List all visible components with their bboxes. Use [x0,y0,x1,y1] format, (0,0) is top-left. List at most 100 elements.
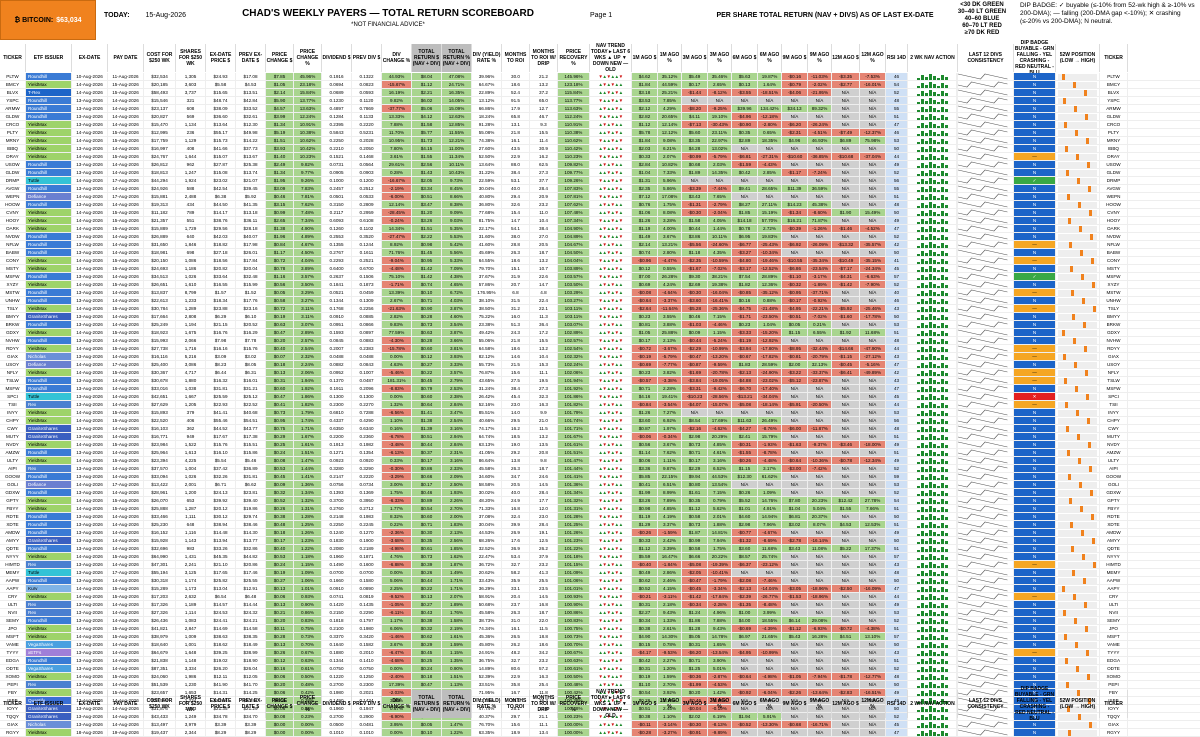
table-row[interactable]: TSII Rex 13-Aug-2026 14-Aug-2026 $27,629 1,20… [0,401,1200,409]
cell-6m-ago-pct: -4.48% [758,457,782,464]
table-row[interactable]: WEPN Defiance 14-Aug-2026 17-Aug-2026 $15,88… [0,193,1200,201]
table-row[interactable]: VAME VegaShares 13-Aug-2026 14-Aug-2026 $18,… [0,641,1200,649]
cell-9m-ago-usd: N/A [782,529,808,536]
table-row[interactable]: HOOY YieldMax 14-Aug-2026 15-Aug-2026 $21,35… [0,217,1200,225]
table-row[interactable]: OARK YieldMax 14-Aug-2026 15-Aug-2026 $15,88… [0,225,1200,233]
table-row[interactable]: MSFW Roundhill 13-Aug-2026 14-Aug-2026 $34,5… [0,273,1200,281]
table-row[interactable]: AIPI Rex 13-Aug-2026 14-Aug-2026 $37,570 1,00… [0,465,1200,473]
cell-etf-issuer: Roundhill [26,297,72,304]
table-row[interactable]: NVHW Roundhill 13-Aug-2026 14-Aug-2026 $15,9… [0,337,1200,345]
table-row[interactable]: MRNY YieldMax 14-Aug-2026 15-Aug-2026 $17,75… [0,137,1200,145]
table-row[interactable]: NVDY YieldMax 14-Aug-2026 15-Aug-2026 $23,98… [0,441,1200,449]
cell-etf-issuer: Roundhill [26,161,72,168]
cell-1m-ago-usd: $1.26 [632,409,658,416]
table-row[interactable]: AAPY Kurv 14-Aug-2026 15-Aug-2026 $15,289 1,1… [0,585,1200,593]
table-row[interactable]: GOOW Roundhill 13-Aug-2026 14-Aug-2026 $33,0… [0,473,1200,481]
table-row[interactable]: UNHW Roundhill 13-Aug-2026 14-Aug-2026 $22,6… [0,297,1200,305]
table-row[interactable]: PLTW Roundhill 10-Aug-2026 11-Aug-2026 $32,5… [0,73,1200,81]
table-row[interactable]: AMZW Roundhill 13-Aug-2026 14-Aug-2026 $25,9… [0,449,1200,457]
header-total-return-usd: TOTAL RETURN $ (NAV + DIV) [412,690,442,718]
cell-2wk-nav-action [908,569,958,576]
table-row[interactable]: GIAX Nicholas 13-Aug-2026 14-Aug-2026 $13,49… [0,721,1200,729]
table-row[interactable]: MSTW Roundhill 13-Aug-2026 14-Aug-2026 $13,8… [0,289,1200,297]
table-row[interactable]: GPTY YieldMax 14-Aug-2026 15-Aug-2026 $26,07… [0,497,1200,505]
table-row[interactable]: TSLW Roundhill 13-Aug-2026 14-Aug-2026 $30,6… [0,377,1200,385]
table-row[interactable]: GLDW Roundhill 13-Aug-2026 14-Aug-2026 $20,8… [0,113,1200,121]
table-row[interactable]: RDTE Roundhill 13-Aug-2026 14-Aug-2026 $33,4… [0,513,1200,521]
table-row[interactable]: NVDW Roundhill 13-Aug-2026 14-Aug-2026 $26,8… [0,233,1200,241]
cell-dip-badge: — [1014,353,1056,360]
table-row[interactable]: DRAY YieldMax 14-Aug-2026 15-Aug-2026 $24,76… [0,153,1200,161]
table-row[interactable]: MSFW Roundhill 13-Aug-2026 14-Aug-2026 $33,0… [0,385,1200,393]
table-row[interactable]: INYY YieldMax 14-Aug-2026 15-Aug-2026 $15,89… [0,409,1200,417]
table-row[interactable]: TSLY YieldMax 14-Aug-2026 15-Aug-2026 $30,78… [0,305,1200,313]
table-row[interactable]: NYYY YieldMax 14-Aug-2026 15-Aug-2026 $64,99… [0,553,1200,561]
table-row[interactable]: YSPC Roundhill 13-Aug-2026 14-Aug-2026 $15,5… [0,97,1200,105]
table-row[interactable]: USOY Defiance 14-Aug-2026 17-Aug-2026 $25,40… [0,361,1200,369]
cell-etf-issuer: YieldMax [26,497,72,504]
table-row[interactable]: ARMW Roundhill 13-Aug-2026 14-Aug-2026 $23,1… [0,105,1200,113]
table-row[interactable]: MEMY Tuttle 13-Aug-2026 17-Aug-2026 $55,194 3… [0,569,1200,577]
cell-ex-date-price: $41.66 [206,145,236,152]
table-row[interactable]: ULTY YieldMax 14-Aug-2026 15-Aug-2026 $23,39… [0,457,1200,465]
table-row[interactable]: CRY YieldMax 14-Aug-2026 15-Aug-2026 $17,203… [0,593,1200,601]
cell-cost-250wk: $34,513 [144,273,176,280]
table-row[interactable]: BMCY YieldMax 14-Aug-2026 15-Aug-2026 $20,18… [0,81,1200,89]
table-row[interactable]: AMDW Roundhill 13-Aug-2026 14-Aug-2026 $16,1… [0,529,1200,537]
table-row[interactable]: ULTI Rex 13-Aug-2026 14-Aug-2026 $17,326 1,18… [0,601,1200,609]
table-row[interactable]: SPCI Tuttle 13-Aug-2026 14-Aug-2026 $42,651 1… [0,393,1200,401]
table-row[interactable]: BMYY GraniteShares 13-Aug-2026 14-Aug-2026 $… [0,313,1200,321]
table-row[interactable]: CRCO YieldMax 13-Aug-2026 14-Aug-2026 $15,47… [0,121,1200,129]
table-row[interactable]: GDXY YieldMax 14-Aug-2026 15-Aug-2026 $18,92… [0,329,1200,337]
table-row[interactable]: PEPI Rex 13-Aug-2026 14-Aug-2026 $51,539 1,23… [0,681,1200,689]
table-row[interactable]: GDXW Roundhill 13-Aug-2026 14-Aug-2026 $28,9… [0,489,1200,497]
table-row[interactable]: CWY GraniteShares 13-Aug-2026 14-Aug-2026 $1… [0,425,1200,433]
table-row[interactable]: XOMO YieldMax 14-Aug-2026 15-Aug-2026 $24,06… [0,673,1200,681]
table-row[interactable]: BLVX T-Rex 14-Aug-2026 15-Aug-2026 $58,493 3,… [0,89,1200,97]
table-row[interactable]: AAPW Roundhill 13-Aug-2026 14-Aug-2026 $30,3… [0,577,1200,585]
cell-ex-date: 13-Aug-2026 [72,425,108,432]
table-row[interactable]: CVNY YieldMax 14-Aug-2026 15-Aug-2026 $11,18… [0,209,1200,217]
cell-last-12-divs [958,81,1014,88]
table-row[interactable]: MSTY YieldMax 14-Aug-2026 15-Aug-2026 $24,69… [0,265,1200,273]
table-row[interactable]: CHPY YieldMax 14-Aug-2026 15-Aug-2026 $22,52… [0,417,1200,425]
table-row[interactable]: QDTE Roundhill 13-Aug-2026 14-Aug-2026 $32,6… [0,545,1200,553]
cell-1m-ago-usd: $0.98 [632,505,658,512]
table-row[interactable]: PLTY YieldMax 14-Aug-2026 15-Aug-2026 $12,99… [0,129,1200,137]
table-row[interactable]: NVII Rex 13-Aug-2026 14-Aug-2026 $27,326 1,11… [0,609,1200,617]
table-row[interactable]: NFLW Roundhill 13-Aug-2026 14-Aug-2026 $31,6… [0,241,1200,249]
table-row[interactable]: EDGA Roundhill 13-Aug-2026 14-Aug-2026 $21,8… [0,657,1200,665]
cell-months-to-roi: 38.4 [502,169,530,176]
table-row[interactable]: IBBQ YieldMax 13-Aug-2026 14-Aug-2026 $16,99… [0,145,1200,153]
table-row[interactable]: RDYY YieldMax 14-Aug-2026 15-Aug-2026 $27,73… [0,345,1200,353]
table-row[interactable]: SEMY Roundhill 13-Aug-2026 14-Aug-2026 $26,4… [0,617,1200,625]
table-row[interactable]: MSFT YieldMax 14-Aug-2026 15-Aug-2026 $38,97… [0,633,1200,641]
table-row[interactable]: BRKW Roundhill 13-Aug-2026 14-Aug-2026 $25,2… [0,321,1200,329]
table-row[interactable]: FBYY YieldMax 14-Aug-2026 15-Aug-2026 $25,88… [0,505,1200,513]
table-row[interactable]: HIMTD Rex 13-Aug-2026 14-Aug-2026 $47,301 2,2… [0,561,1200,569]
table-row[interactable]: HOOW Roundhill 13-Aug-2026 14-Aug-2026 $19,3… [0,201,1200,209]
table-row[interactable]: XYZY YieldMax 14-Aug-2026 15-Aug-2026 $26,65… [0,281,1200,289]
cell-rsi-14d: 54 [886,81,908,88]
table-row[interactable]: MUTY GraniteShares 13-Aug-2026 14-Aug-2026 $… [0,433,1200,441]
table-row[interactable]: ODTE VegaShares 13-Aug-2026 14-Aug-2026 $87,… [0,665,1200,673]
table-row[interactable]: GOLI Defiance 14-Aug-2026 17-Aug-2026 $13,42… [0,481,1200,489]
table-row[interactable]: AVGW Roundhill 13-Aug-2026 14-Aug-2026 $24,9… [0,185,1200,193]
table-row[interactable]: XDTE Roundhill 13-Aug-2026 14-Aug-2026 $25,2… [0,521,1200,529]
table-row[interactable]: TYYY xETFs 13-Aug-2026 14-Aug-2026 $64,679 1,… [0,649,1200,657]
table-row[interactable]: AMYY GraniteShares 13-Aug-2026 14-Aug-2026 $… [0,537,1200,545]
table-row[interactable]: GIAX Nicholas 13-Aug-2026 14-Aug-2026 $16,11… [0,353,1200,361]
table-row[interactable]: USOW Roundhill 13-Aug-2026 14-Aug-2026 $26,8… [0,161,1200,169]
table-row[interactable]: DRMP Tuttle 14-Aug-2026 17-Aug-2026 $44,294 1… [0,177,1200,185]
table-row[interactable]: GLDW Roundhill 13-Aug-2026 14-Aug-2026 $18,8… [0,169,1200,177]
table-row[interactable]: JPO YieldMax 14-Aug-2026 15-Aug-2026 $41,821… [0,625,1200,633]
table-row[interactable]: BABW Roundhill 13-Aug-2026 14-Aug-2026 $18,9… [0,249,1200,257]
table-row[interactable]: NFLY YieldMax 14-Aug-2026 15-Aug-2026 $30,36… [0,369,1200,377]
table-row[interactable]: CONY YieldMax 14-Aug-2026 15-Aug-2026 $20,15… [0,257,1200,265]
cell-9m-ago-usd: -$1.63 [782,441,808,448]
cell-shares-250wk: 551 [176,217,206,224]
cell-prev-dividend: 0.7288 [352,409,382,416]
cell-9m-ago-usd: N/A [782,193,808,200]
table-row[interactable]: RGYY YieldMax 18-Aug-2026 19-Aug-2026 $19,43… [0,729,1200,737]
cell-last-12-divs [958,329,1014,336]
